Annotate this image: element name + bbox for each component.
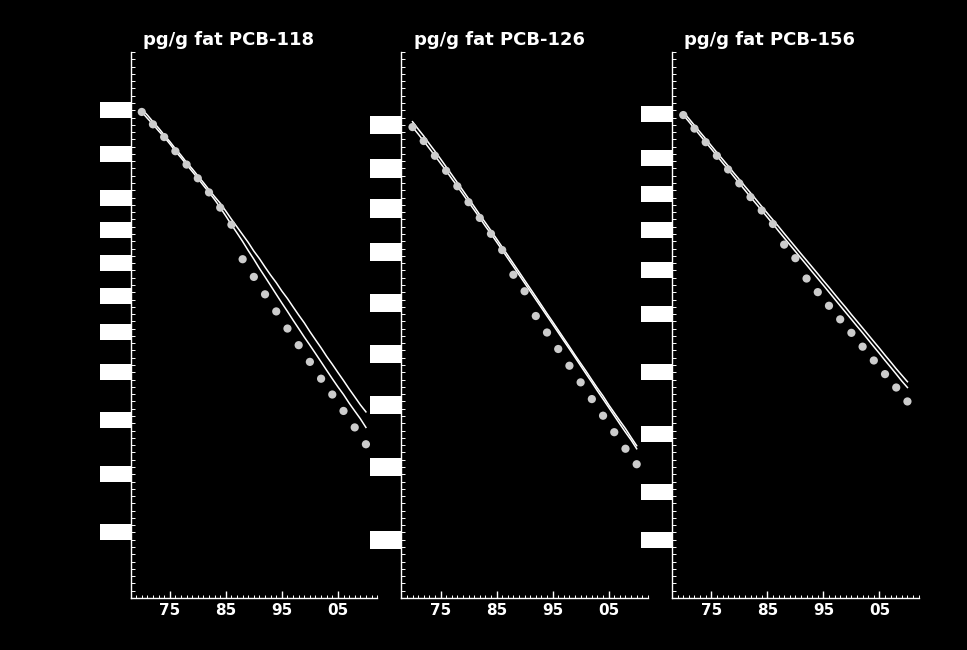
Point — [676, 110, 691, 120]
Bar — [370, 200, 401, 218]
Point — [606, 427, 622, 437]
Text: pg/g fat PCB-118: pg/g fat PCB-118 — [143, 31, 314, 49]
Point — [416, 136, 431, 146]
Point — [325, 389, 340, 400]
Bar — [370, 294, 401, 312]
Point — [732, 178, 747, 188]
Bar — [641, 532, 672, 548]
Point — [572, 377, 588, 387]
Bar — [100, 364, 131, 380]
Bar — [641, 306, 672, 322]
Point — [257, 289, 273, 300]
Bar — [370, 396, 401, 414]
Point — [484, 229, 499, 239]
Bar — [100, 324, 131, 341]
Point — [777, 239, 792, 250]
Point — [358, 439, 373, 449]
Point — [213, 202, 228, 213]
Bar — [370, 243, 401, 261]
Point — [235, 254, 250, 265]
Point — [201, 187, 217, 198]
Point — [405, 122, 421, 133]
Point — [833, 314, 848, 324]
Point — [246, 272, 261, 282]
Bar — [100, 411, 131, 428]
Point — [506, 270, 521, 280]
Bar — [641, 222, 672, 239]
Bar — [370, 458, 401, 476]
Point — [528, 311, 543, 321]
Point — [709, 151, 724, 161]
Point — [145, 119, 161, 129]
Point — [562, 361, 577, 371]
Text: pg/g fat PCB-156: pg/g fat PCB-156 — [685, 31, 856, 49]
Point — [877, 369, 893, 380]
Point — [687, 124, 702, 134]
Point — [629, 459, 644, 469]
Bar — [100, 190, 131, 205]
Point — [889, 382, 904, 393]
Point — [618, 443, 633, 454]
Point — [472, 213, 487, 223]
Bar — [641, 364, 672, 380]
Bar — [641, 186, 672, 202]
Point — [821, 300, 836, 311]
Point — [157, 132, 172, 142]
Text: pg/g fat PCB-126: pg/g fat PCB-126 — [414, 31, 585, 49]
Point — [596, 411, 611, 421]
Bar — [100, 525, 131, 541]
Bar — [370, 116, 401, 134]
Point — [743, 192, 758, 202]
Point — [313, 374, 329, 384]
Point — [450, 181, 465, 192]
Point — [720, 164, 736, 175]
Point — [584, 394, 600, 404]
Bar — [641, 150, 672, 166]
Bar — [100, 466, 131, 482]
Point — [291, 340, 307, 350]
Point — [427, 151, 443, 161]
Point — [302, 357, 317, 367]
Bar — [100, 222, 131, 239]
Bar — [641, 484, 672, 500]
Point — [279, 323, 295, 333]
Bar — [370, 345, 401, 363]
Bar — [100, 146, 131, 162]
Point — [516, 286, 532, 296]
Point — [190, 173, 206, 183]
Point — [799, 274, 814, 284]
Bar — [100, 255, 131, 271]
Bar — [100, 288, 131, 304]
Point — [843, 328, 859, 338]
Point — [269, 306, 284, 317]
Point — [698, 137, 714, 148]
Bar — [641, 263, 672, 278]
Point — [810, 287, 826, 297]
Bar — [641, 106, 672, 122]
Bar — [641, 426, 672, 442]
Point — [347, 422, 363, 433]
Point — [223, 220, 239, 230]
Point — [167, 146, 183, 157]
Point — [461, 197, 477, 207]
Bar — [100, 102, 131, 118]
Point — [134, 107, 150, 117]
Point — [179, 159, 194, 170]
Point — [494, 245, 510, 255]
Bar — [370, 159, 401, 177]
Point — [540, 328, 555, 338]
Point — [438, 166, 454, 176]
Point — [855, 341, 870, 352]
Point — [336, 406, 351, 416]
Point — [550, 344, 566, 354]
Point — [788, 253, 804, 263]
Point — [765, 219, 780, 229]
Bar — [370, 530, 401, 549]
Point — [899, 396, 915, 407]
Point — [754, 205, 770, 216]
Point — [866, 356, 882, 366]
